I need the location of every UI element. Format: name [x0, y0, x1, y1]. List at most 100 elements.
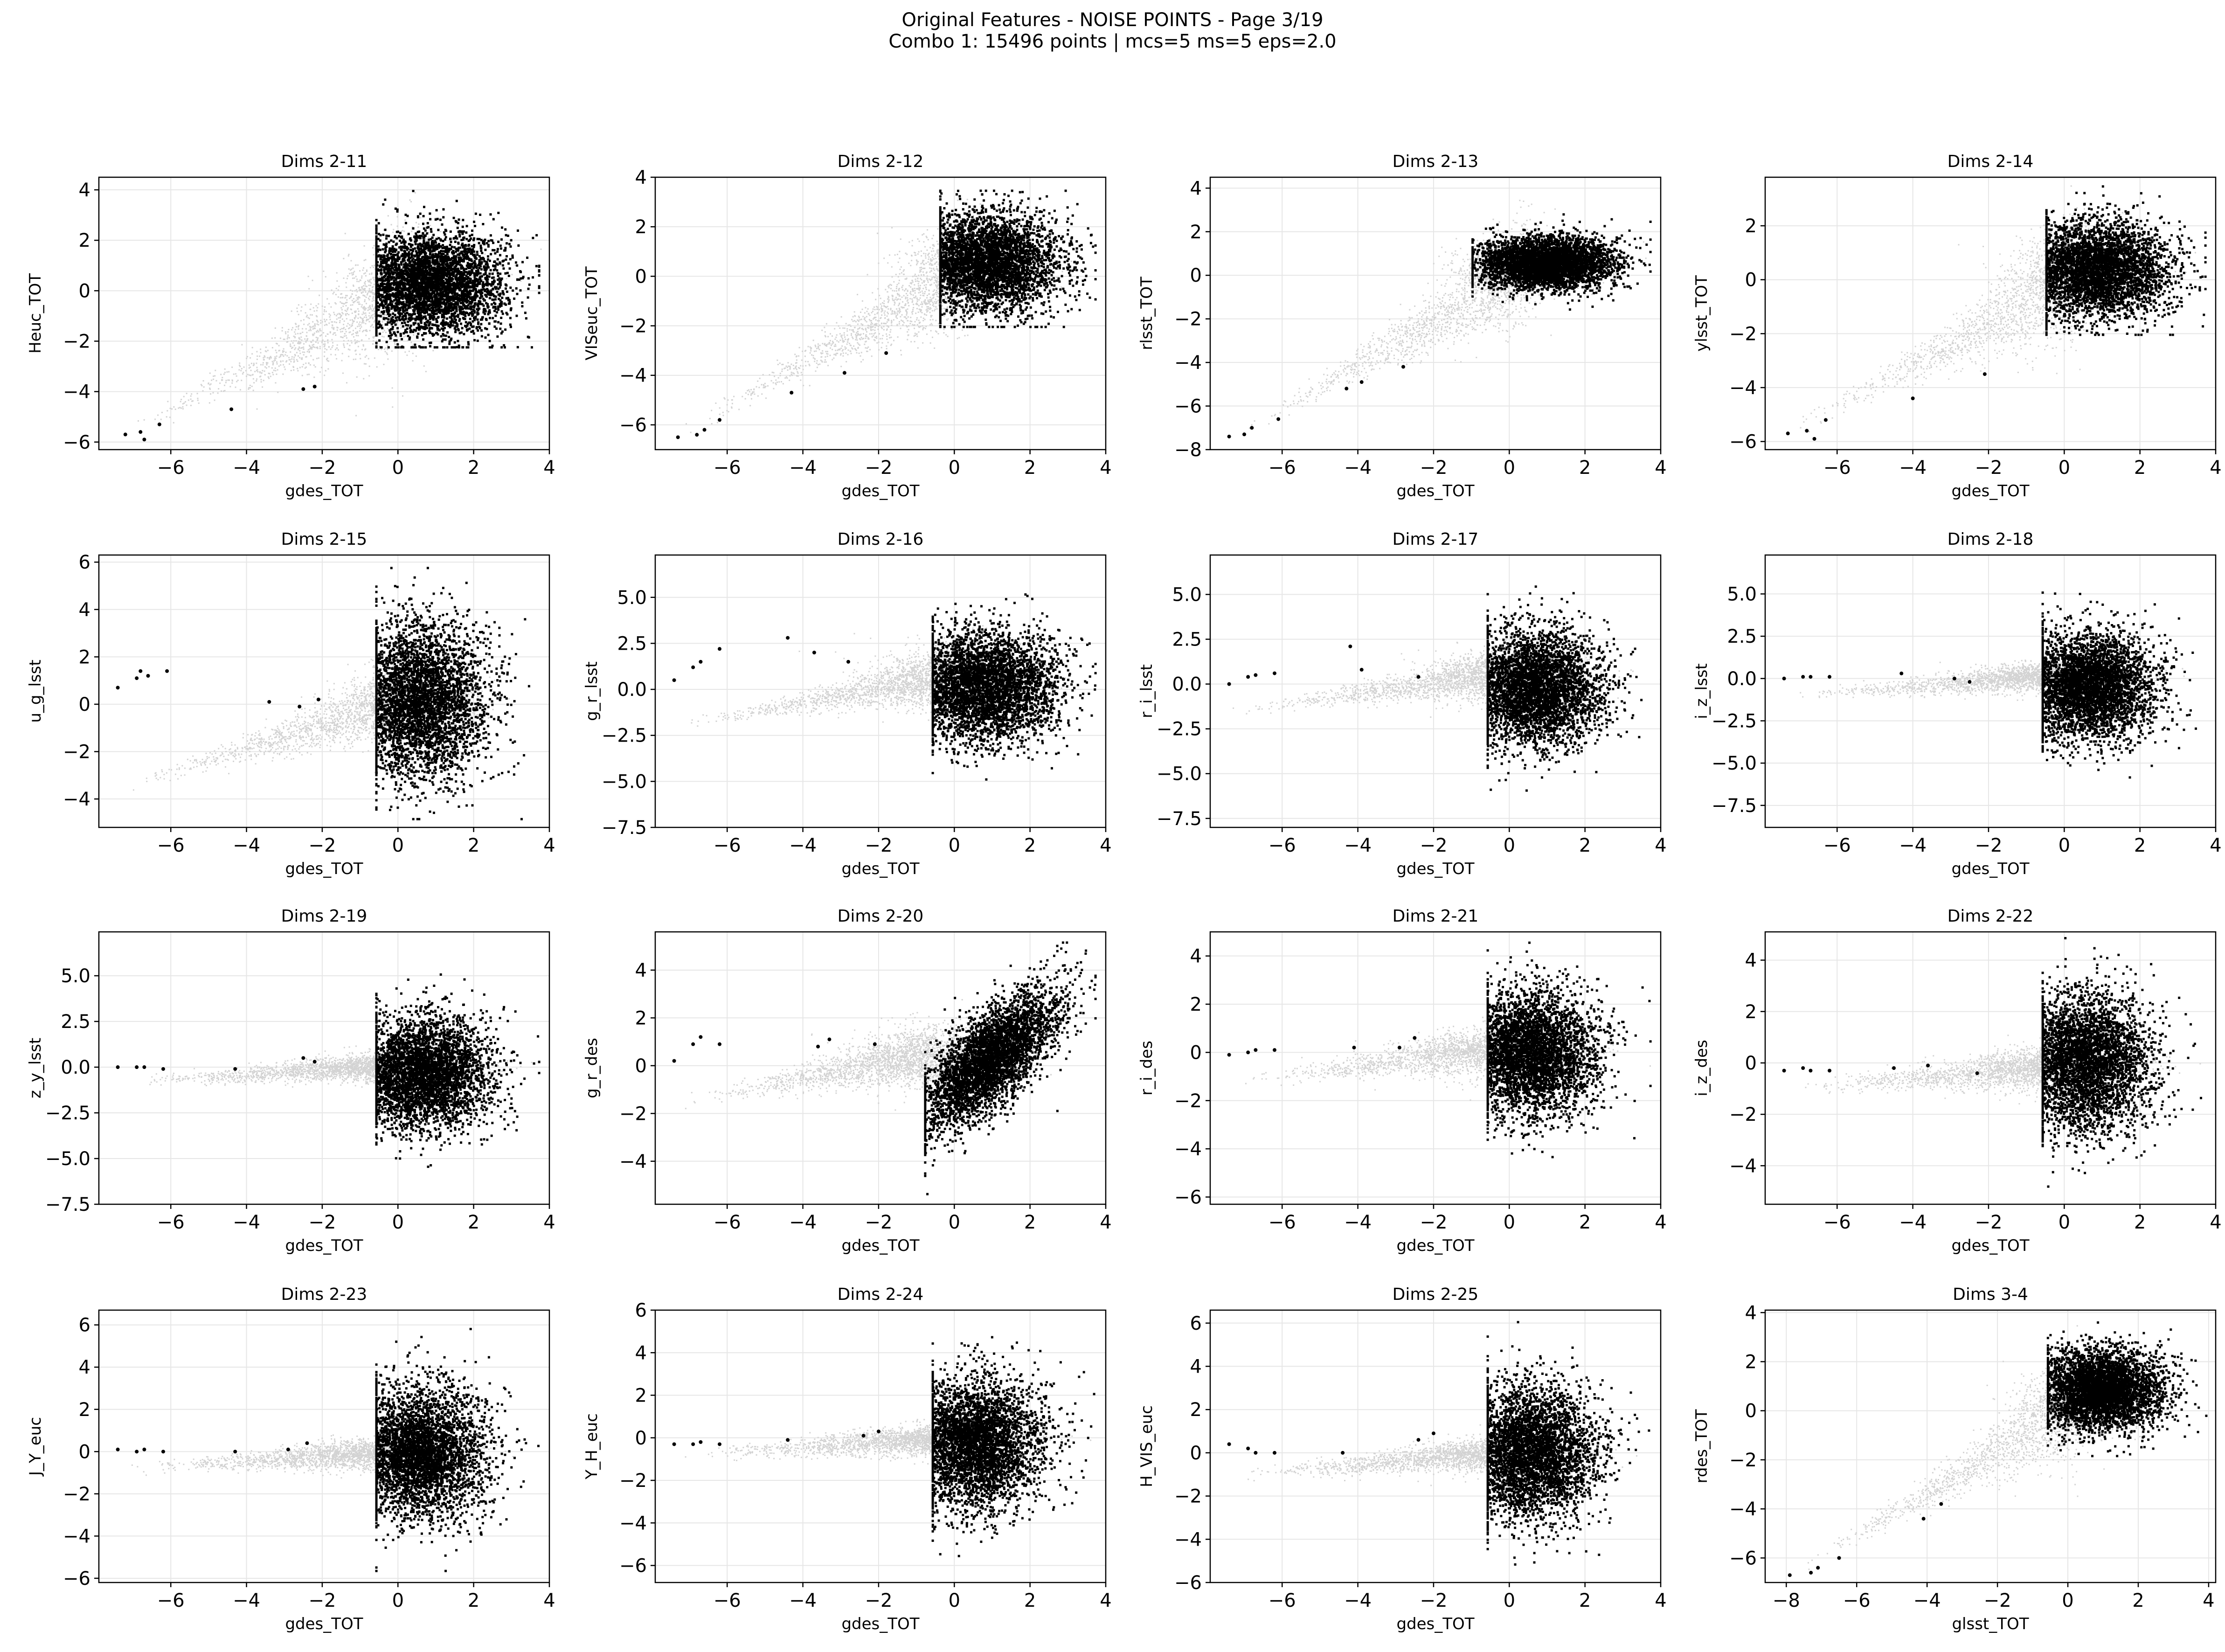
x-axis-label: gdes_TOT: [1396, 1615, 1474, 1633]
x-tick-label: −2: [865, 835, 892, 856]
y-tick-label: −6: [1729, 1548, 1757, 1569]
y-tick-label: 4: [1745, 1302, 1757, 1324]
y-tick-label: −4: [1729, 377, 1757, 399]
background-points: [138, 192, 542, 423]
outlier-point: [691, 1442, 695, 1446]
points-layer: [672, 593, 1097, 781]
outlier-point: [699, 1440, 703, 1444]
x-tick-label: −4: [1344, 1590, 1372, 1611]
x-tick-label: −4: [1899, 1212, 1927, 1233]
x-tick-label: 2: [2132, 1590, 2144, 1611]
x-tick-label: 4: [2210, 835, 2221, 856]
noise-points: [2041, 937, 2202, 1188]
outlier-point: [1816, 1566, 1820, 1570]
outlier-point: [1837, 1556, 1841, 1560]
x-tick-label: −6: [1823, 457, 1851, 479]
y-tick-label: −7.5: [602, 817, 647, 839]
y-tick-label: −2: [619, 1470, 647, 1492]
y-tick-label: 6: [635, 1300, 647, 1321]
noise-points: [2045, 185, 2207, 336]
y-tick-label: 0: [635, 1428, 647, 1449]
x-tick-label: −2: [308, 1212, 336, 1233]
y-tick-label: 2: [79, 230, 90, 251]
x-tick-label: 2: [468, 1590, 479, 1611]
subplot-6: −6 −4 −2 0 2 4 −7.5 −5.0 −2.5 0.0 2.5 5.0 Dims 2-16 g…: [582, 530, 1112, 878]
y-tick-label: −6: [1174, 396, 1202, 417]
outlier-point: [1273, 1451, 1276, 1455]
outlier-point: [1242, 432, 1247, 437]
x-tick-label: 2: [2134, 835, 2146, 856]
y-tick-label: −2: [619, 316, 647, 337]
y-tick-label: 2: [1745, 215, 1757, 237]
noise-points: [2041, 591, 2197, 779]
y-tick-label: 6: [1190, 1313, 1202, 1334]
outlier-point: [1782, 676, 1786, 680]
y-tick-label: −8: [1174, 439, 1202, 461]
x-tick-label: −2: [308, 835, 336, 856]
outlier-point: [146, 673, 150, 678]
points-layer: [1227, 585, 1661, 792]
outlier-point: [718, 1442, 721, 1446]
noise-points: [1486, 1321, 1650, 1566]
x-tick-label: 4: [1100, 835, 1111, 856]
outlier-point: [142, 1065, 146, 1069]
x-tick-label: 2: [468, 457, 479, 479]
y-tick-label: −2.5: [602, 725, 647, 747]
outlier-point: [161, 1450, 165, 1454]
outlier-point: [1892, 1066, 1896, 1070]
y-axis-label: Heuc_TOT: [26, 273, 45, 354]
outlier-point: [1227, 682, 1231, 686]
points-layer: [1227, 1321, 1650, 1566]
points-layer: [116, 567, 530, 820]
outlier-point: [842, 371, 846, 375]
outlier-point: [1921, 1517, 1926, 1521]
outlier-point: [672, 678, 676, 682]
x-tick-label: −6: [714, 1212, 741, 1233]
y-tick-label: 5.0: [61, 965, 90, 987]
x-tick-label: 0: [949, 1590, 960, 1611]
y-axis-label: u_g_lsst: [26, 659, 45, 722]
outlier-point: [884, 351, 888, 355]
x-axis-label: gdes_TOT: [841, 860, 919, 878]
axes-frame: [98, 1309, 550, 1583]
y-tick-label: 5.0: [1727, 583, 1757, 605]
x-tick-label: 2: [1579, 457, 1591, 479]
outlier-point: [139, 669, 143, 673]
outlier-point: [1416, 675, 1421, 679]
y-axis-label: z_y_lsst: [26, 1038, 45, 1098]
outlier-point: [286, 1447, 290, 1451]
y-tick-label: 0: [1190, 1443, 1202, 1464]
y-tick-label: −7.5: [45, 1194, 90, 1215]
x-tick-label: −4: [233, 1590, 260, 1611]
x-tick-label: −2: [1975, 1212, 2002, 1233]
subplot-5: −6 −4 −2 0 2 4 −4 −2 0 2 4 6 Dims 2-15 gdes_TOT u_g_ls…: [26, 530, 555, 878]
outlier-point: [1786, 431, 1790, 436]
axes-frame: [1764, 554, 2217, 828]
subplot-title: Dims 2-19: [281, 907, 367, 926]
outlier-point: [161, 1067, 165, 1071]
y-tick-label: 0: [79, 280, 90, 302]
outlier-point: [135, 676, 139, 680]
x-tick-label: 2: [1024, 1590, 1036, 1611]
x-tick-label: 2: [1024, 1212, 1036, 1233]
axes-frame: [98, 176, 550, 451]
subplot-13: −6 −4 −2 0 2 4 −6 −4 −2 0 2 4 6 Dims 2-23 gdes_TOT J_Y_…: [26, 1285, 555, 1633]
y-tick-label: 2: [79, 646, 90, 668]
y-tick-label: −2: [1729, 1104, 1757, 1125]
x-tick-label: −4: [233, 1212, 260, 1233]
outlier-point: [672, 1059, 676, 1063]
outlier-point: [1254, 1048, 1258, 1052]
y-tick-label: −2: [63, 331, 90, 352]
outlier-point: [165, 669, 169, 673]
y-tick-label: −2: [1729, 323, 1757, 345]
axes-frame: [1209, 931, 1662, 1205]
outlier-point: [312, 384, 317, 389]
points-layer: [1786, 185, 2207, 441]
y-axis-label: g_r_des: [582, 1038, 601, 1098]
outlier-point: [1899, 671, 1904, 675]
outlier-point: [1809, 1570, 1813, 1575]
y-tick-label: 0: [1745, 270, 1757, 291]
outlier-point: [861, 1434, 866, 1438]
x-axis-label: gdes_TOT: [1951, 860, 2029, 878]
subplot-title: Dims 2-11: [281, 152, 367, 171]
